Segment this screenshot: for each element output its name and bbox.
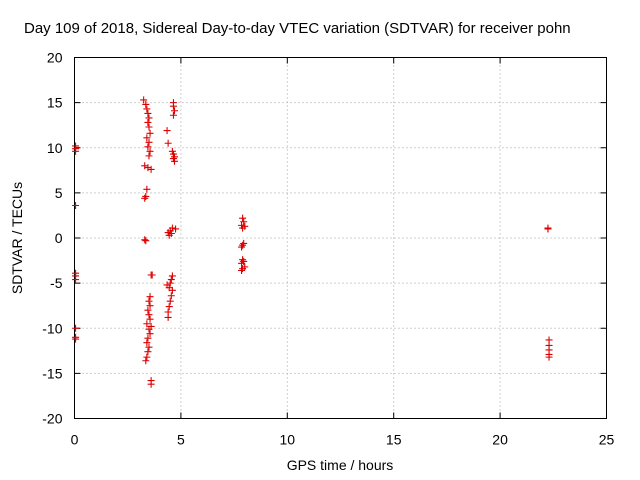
data-point: [143, 339, 151, 347]
data-point: [164, 139, 172, 147]
x-tick-label: 10: [280, 432, 296, 448]
data-point: [168, 272, 176, 280]
y-axis-label: SDTVAR / TECUs: [9, 182, 25, 294]
data-point: [163, 127, 171, 135]
x-tick-label: 25: [599, 432, 615, 448]
data-point: [72, 324, 80, 332]
data-point: [72, 202, 80, 210]
chart-title: Day 109 of 2018, Sidereal Day-to-day VTE…: [24, 20, 571, 37]
data-point: [144, 334, 152, 342]
data-point: [141, 236, 149, 244]
data-point: [145, 325, 153, 333]
data-point: [145, 343, 153, 351]
data-point: [143, 320, 151, 328]
data-point: [142, 357, 150, 365]
x-axis-label: GPS time / hours: [287, 457, 394, 473]
data-point: [72, 147, 80, 155]
data-point: [145, 297, 153, 305]
data-point: [142, 100, 150, 108]
data-point: [142, 237, 150, 245]
data-point: [165, 303, 173, 311]
data-point: [143, 353, 151, 361]
data-point: [140, 96, 148, 104]
data-point: [167, 292, 175, 300]
data-point: [545, 353, 553, 361]
data-point: [146, 293, 154, 301]
data-point: [146, 315, 154, 323]
y-tick-label: -5: [50, 275, 63, 291]
data-point: [171, 157, 179, 165]
data-point: [141, 194, 149, 202]
data-point: [143, 134, 151, 142]
data-point: [147, 165, 155, 173]
data-point: [144, 164, 152, 172]
x-tick-label: 5: [177, 432, 185, 448]
y-tick-label: 15: [47, 95, 63, 111]
data-point: [145, 138, 153, 146]
data-points: [72, 96, 553, 388]
data-point: [166, 279, 174, 287]
data-point: [238, 259, 246, 267]
y-tick-label: -10: [42, 320, 62, 336]
data-point: [141, 162, 149, 170]
data-point: [144, 143, 152, 151]
y-tick-label: 0: [55, 230, 63, 246]
data-point: [145, 123, 153, 131]
data-point: [144, 118, 152, 126]
data-point: [146, 147, 154, 155]
data-point: [146, 330, 154, 338]
data-point: [164, 313, 172, 321]
data-point: [145, 152, 153, 160]
data-point: [144, 109, 152, 117]
data-point: [544, 225, 552, 233]
data-point: [171, 107, 179, 115]
data-point: [72, 276, 80, 284]
y-tick-label: 10: [47, 140, 63, 156]
data-point: [168, 286, 176, 294]
data-point: [166, 297, 174, 305]
data-point: [145, 114, 153, 122]
y-tick-label: 20: [47, 50, 63, 66]
x-tick-label: 20: [492, 432, 508, 448]
data-point: [238, 243, 246, 251]
data-point: [239, 224, 247, 232]
x-tick-label: 0: [71, 432, 79, 448]
axis-ticks: 0 5 10 15 20 25 20 15 10 5 0 -5 -10 -15 -20: [42, 50, 614, 448]
data-point: [144, 306, 152, 314]
data-point: [145, 311, 153, 319]
data-point: [146, 129, 154, 137]
data-point: [172, 225, 180, 233]
data-point: [239, 241, 247, 249]
data-point: [169, 102, 177, 110]
data-point: [169, 111, 177, 119]
data-point: [143, 105, 151, 113]
data-point: [240, 218, 248, 226]
data-point: [142, 192, 150, 200]
y-tick-label: -20: [42, 411, 62, 427]
plot-frame: [74, 57, 607, 419]
data-point: [239, 214, 247, 222]
grid: [74, 57, 607, 419]
data-point: [144, 348, 152, 356]
data-point: [167, 276, 175, 284]
x-tick-label: 15: [386, 432, 402, 448]
y-tick-label: -15: [42, 365, 62, 381]
data-point: [72, 335, 80, 343]
data-point: [165, 231, 173, 239]
data-point: [146, 302, 154, 310]
y-tick-label: 5: [55, 185, 63, 201]
data-point: [238, 266, 246, 274]
data-point: [147, 380, 155, 388]
data-point: [239, 256, 247, 264]
data-point: [148, 271, 156, 279]
data-point: [143, 185, 151, 193]
